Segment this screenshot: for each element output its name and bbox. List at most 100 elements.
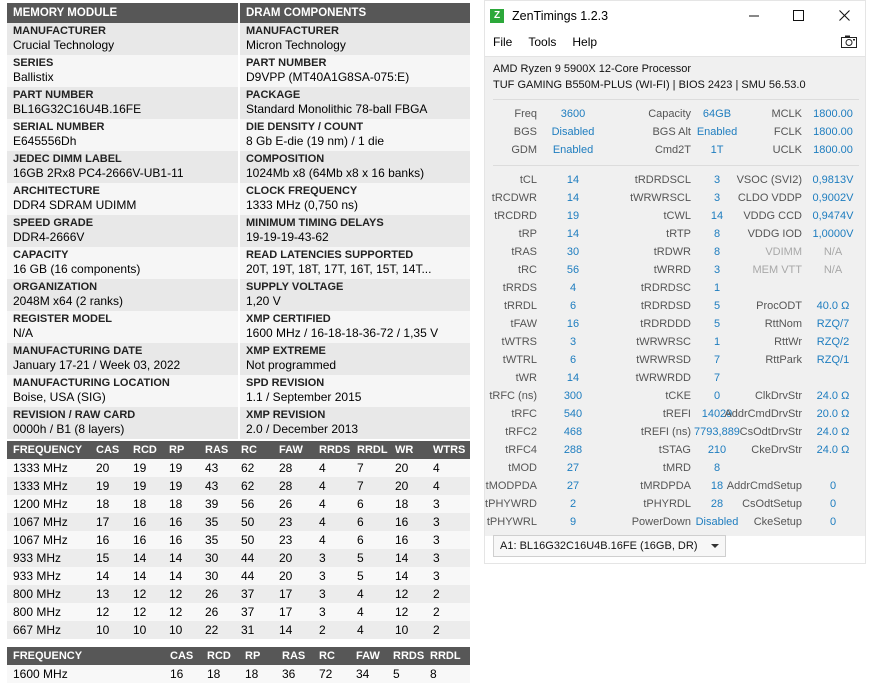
field-value: 1,20 V [246,294,281,308]
timing-value: Disabled [551,126,595,138]
table-cell: 1333 MHz [13,461,68,475]
table-cell: 16 [395,533,409,547]
menu-tools[interactable]: Tools [528,35,557,49]
table-cell: 1067 MHz [13,515,68,529]
field-value: 1.1 / September 2015 [246,390,362,404]
spec-row: ARCHITECTURE DDR4 SDRAM UDIMM CLOCK FREQUE… [7,183,470,215]
menu-help[interactable]: Help [572,35,598,49]
timing-value: 40.0 Ω [816,300,850,312]
table-cell: 2 [433,605,440,619]
field-label: XMP CERTIFIED [246,313,331,325]
xmp-timing-table: FREQUENCY CAS RCD RP RAS RC FAW RRDS RRDL 1600 M… [7,647,470,683]
table-row: 800 MHz 13 12 12 26 37 17 3 4 12 2 [7,585,470,603]
column-header: RC [241,444,257,456]
timing-value: 0 [829,516,837,528]
title-bar[interactable]: Z ZenTimings 1.2.3 [485,1,865,30]
table-row: 1333 MHz 20 19 19 43 62 28 4 7 20 4 [7,459,470,477]
table-cell: 5 [393,667,400,681]
timing-value: 7793,889 [694,426,740,438]
field-value: 1024Mb x8 (64Mb x8 x 16 banks) [246,166,425,180]
table-cell: 18 [245,667,259,681]
column-header: WTRS [433,444,466,456]
timing-value: 24.0 Ω [816,426,850,438]
field-value: 1600 MHz / 16-18-18-36-72 / 1,35 V [246,326,439,340]
table-cell: 933 MHz [13,551,62,565]
camera-icon[interactable] [841,35,857,48]
close-button[interactable] [821,1,867,30]
table-cell: 23 [279,533,293,547]
table-cell: 800 MHz [13,587,62,601]
dram-field: XMP REVISION 2.0 / December 2013 [240,407,470,439]
module-field: JEDEC DIMM LABEL 16GB 2Rx8 PC4-2666V-UB1-… [7,151,238,183]
table-cell: 20 [96,461,110,475]
table-cell: 18 [395,497,409,511]
dram-field: SPD REVISION 1.1 / September 2015 [240,375,470,407]
table-cell: 44 [241,551,255,565]
timing-label: CkeDrvStr [751,444,802,456]
field-value: DDR4-2666V [13,230,85,244]
table-cell: 26 [205,605,219,619]
field-value: 8 Gb E-die (19 nm) / 1 die [246,134,385,148]
xmp-table-header: FREQUENCY CAS RCD RP RAS RC FAW RRDS RRDL [7,647,470,665]
table-row: 933 MHz 14 14 14 30 44 20 3 5 14 3 [7,567,470,585]
table-cell: 18 [169,497,183,511]
dram-components-header: DRAM COMPONENTS [240,3,470,23]
table-row: 1333 MHz 19 19 19 43 62 28 4 7 20 4 [7,477,470,495]
column-header: RAS [205,444,229,456]
table-cell: 4 [433,461,440,475]
timing-value: 14029 [701,408,733,420]
spec-header: MEMORY MODULE DRAM COMPONENTS [7,3,470,23]
close-icon [838,10,850,21]
timing-label: CkeSetup [753,516,802,528]
table-cell: 18 [96,497,110,511]
column-header: RRDL [430,650,461,662]
field-value: 20T, 19T, 18T, 17T, 16T, 15T, 14T... [246,262,432,276]
maximize-button[interactable] [775,1,821,30]
table-cell: 31 [241,623,255,637]
table-cell: 20 [395,479,409,493]
spec-row: PART NUMBER BL16G32C16U4B.16FE PACKAGE Stan… [7,87,470,119]
timing-value: 300 [563,390,583,402]
timing-label: VDDG CCD [743,210,802,222]
table-cell: 36 [282,667,296,681]
timing-row: tWTRS 3 tWRWRSC 1 RttWr RZQ/2 [485,334,867,352]
timing-label: tRAS [511,246,537,258]
timing-label: tRDRDSD [640,300,691,312]
table-cell: 16 [169,533,183,547]
table-cell: 14 [96,569,110,583]
module-field: SPEED GRADE DDR4-2666V [7,215,238,247]
timing-row: tRRDS 4 tRDRDSC 1 [485,280,867,298]
table-cell: 50 [241,533,255,547]
timing-label: VDIMM [765,246,802,258]
table-cell: 62 [241,479,255,493]
timing-label: tRDRDSC [640,282,691,294]
timing-label: CsOdtSetup [742,498,802,510]
module-field: PART NUMBER BL16G32C16U4B.16FE [7,87,238,119]
spec-row: ORGANIZATION 2048M x64 (2 ranks) SUPPLY VO… [7,279,470,311]
field-label: PART NUMBER [13,89,94,101]
minimize-button[interactable] [731,1,777,30]
column-header: FAW [356,650,380,662]
table-cell: 7 [357,479,364,493]
minimize-icon [748,15,759,17]
field-label: ORGANIZATION [13,281,98,293]
timing-label: tCL [519,174,537,186]
timing-row: tRP 14 tRTP 8 VDDG IOD 1,0000V [485,226,867,244]
timing-value: RZQ/2 [816,336,850,348]
field-label: READ LATENCIES SUPPORTED [246,249,414,261]
table-cell: 20 [395,461,409,475]
field-value: DDR4 SDRAM UDIMM [13,198,137,212]
timing-label: Cmd2T [654,144,691,156]
table-row: 933 MHz 15 14 14 30 44 20 3 5 14 3 [7,549,470,567]
spec-rows: MANUFACTURER Crucial Technology MANUFACTUR… [7,23,470,439]
table-cell: 3 [433,497,440,511]
timing-value: 7 [713,354,721,366]
menu-file[interactable]: File [493,35,513,49]
table-cell: 12 [169,587,183,601]
table-cell: 14 [133,569,147,583]
dimm-select-dropdown[interactable]: A1: BL16G32C16U4B.16FE (16GB, DR) [493,535,726,557]
field-label: MANUFACTURER [246,25,339,37]
table-cell: 39 [205,497,219,511]
timing-label: tWRWRSC [636,336,691,348]
spec-row: SERIAL NUMBER E645556Dh DIE DENSITY / COUN… [7,119,470,151]
